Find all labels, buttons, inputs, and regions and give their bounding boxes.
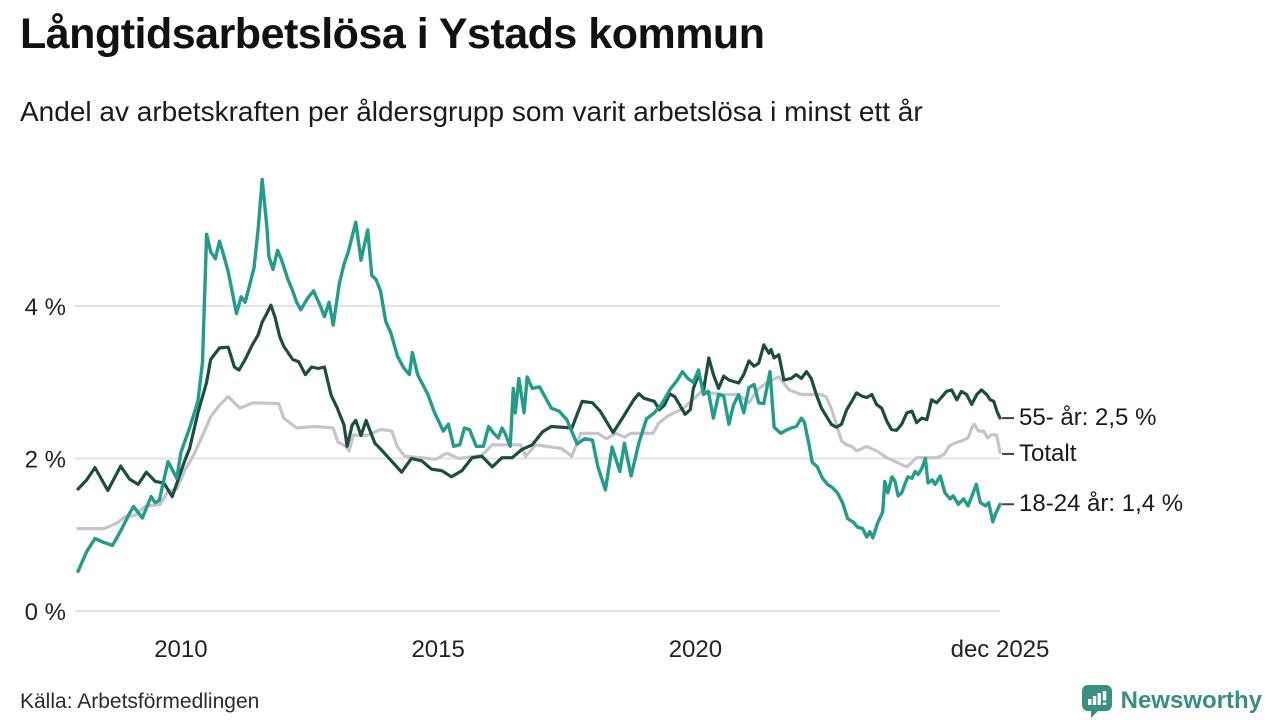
series-line-55plus bbox=[76, 303, 1002, 499]
logo-bar-tall bbox=[1097, 693, 1101, 705]
x-axis-tick-label: 2010 bbox=[154, 636, 207, 663]
x-axis-tick-label: 2020 bbox=[669, 636, 722, 663]
logo-bar-short bbox=[1087, 699, 1092, 705]
x-axis-tick-label: 2015 bbox=[411, 636, 464, 663]
source-note: Källa: Arbetsförmedlingen bbox=[20, 690, 260, 713]
y-axis-tick-label: 2 % bbox=[25, 447, 66, 474]
logo-exclamation-stem bbox=[1102, 691, 1106, 701]
logo-exclamation-dot bbox=[1102, 702, 1106, 705]
logo-bar-medium bbox=[1092, 696, 1096, 705]
y-axis-tick-label: 0 % bbox=[25, 599, 66, 626]
brand-logo: Newsworthy bbox=[1081, 684, 1262, 718]
y-axis-tick-label: 4 % bbox=[25, 294, 66, 321]
page-subtitle: Andel av arbetskraften per åldersgrupp s… bbox=[20, 96, 923, 127]
series-line-18-24 bbox=[76, 177, 1002, 574]
newsworthy-logo-icon bbox=[1081, 685, 1112, 718]
brand-name: Newsworthy bbox=[1120, 687, 1262, 714]
x-axis-tick-label: dec 2025 bbox=[951, 636, 1050, 663]
series-line-totalt bbox=[76, 375, 1002, 531]
page-title: Långtidsarbetslösa i Ystads kommun bbox=[20, 10, 765, 58]
